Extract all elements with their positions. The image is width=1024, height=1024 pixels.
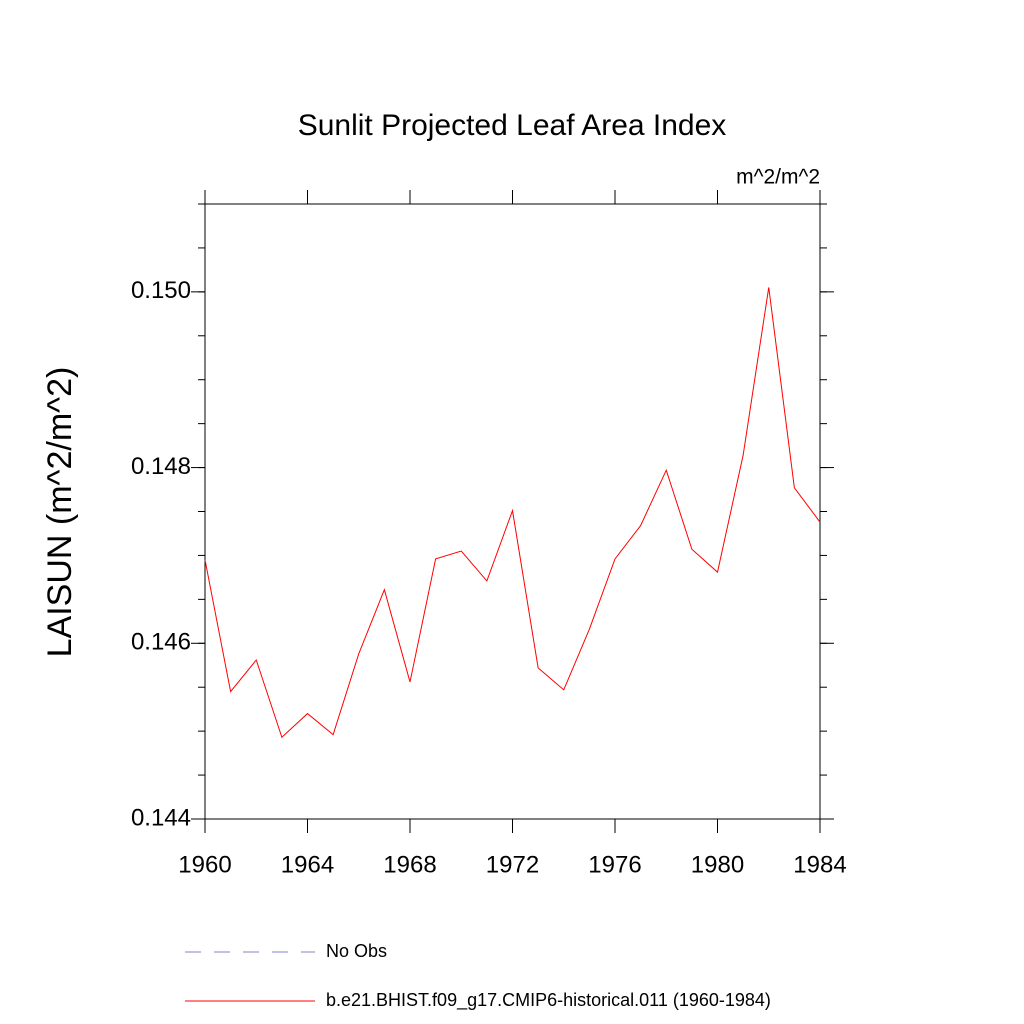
data-line: [204, 287, 821, 739]
y-tick-label: 0.150: [131, 277, 191, 304]
y-tick-label: 0.144: [131, 804, 191, 831]
chart-title: Sunlit Projected Leaf Area Index: [298, 109, 727, 142]
x-tick-label: 1984: [793, 851, 846, 878]
x-tick-label: 1968: [383, 851, 436, 878]
x-tick-label: 1960: [178, 851, 231, 878]
x-tick-label: 1964: [281, 851, 334, 878]
units-label: m^2/m^2: [736, 166, 820, 189]
y-axis-label: LAISUN (m^2/m^2): [41, 367, 79, 658]
x-tick-label: 1972: [486, 851, 539, 878]
x-tick-label: 1976: [588, 851, 641, 878]
y-tick-label: 0.148: [131, 453, 191, 480]
legend-label: b.e21.BHIST.f09_g17.CMIP6-historical.011…: [326, 990, 771, 1011]
y-tick-label: 0.146: [131, 629, 191, 656]
legend-label: No Obs: [326, 941, 387, 961]
x-tick-label: 1980: [691, 851, 744, 878]
